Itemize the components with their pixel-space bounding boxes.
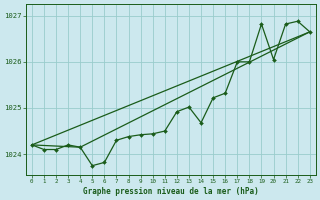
X-axis label: Graphe pression niveau de la mer (hPa): Graphe pression niveau de la mer (hPa) xyxy=(83,187,259,196)
